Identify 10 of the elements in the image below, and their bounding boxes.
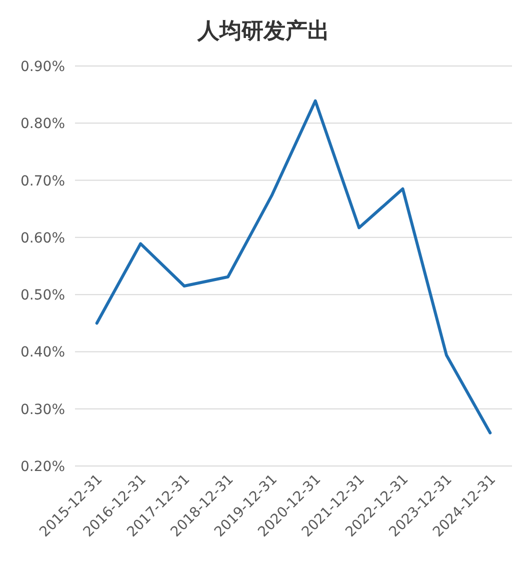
y-tick-label: 0.50% — [20, 288, 65, 304]
y-tick-label: 0.80% — [20, 116, 65, 132]
y-tick-label: 0.70% — [20, 173, 65, 190]
y-tick-label: 0.40% — [20, 344, 65, 361]
chart-title: 人均研发产出 — [196, 18, 330, 44]
y-tick-label: 0.20% — [20, 459, 65, 475]
y-tick-label: 0.60% — [20, 230, 65, 246]
y-tick-label: 0.30% — [20, 402, 65, 418]
y-tick-label: 0.90% — [20, 59, 65, 75]
line-series — [95, 99, 492, 434]
